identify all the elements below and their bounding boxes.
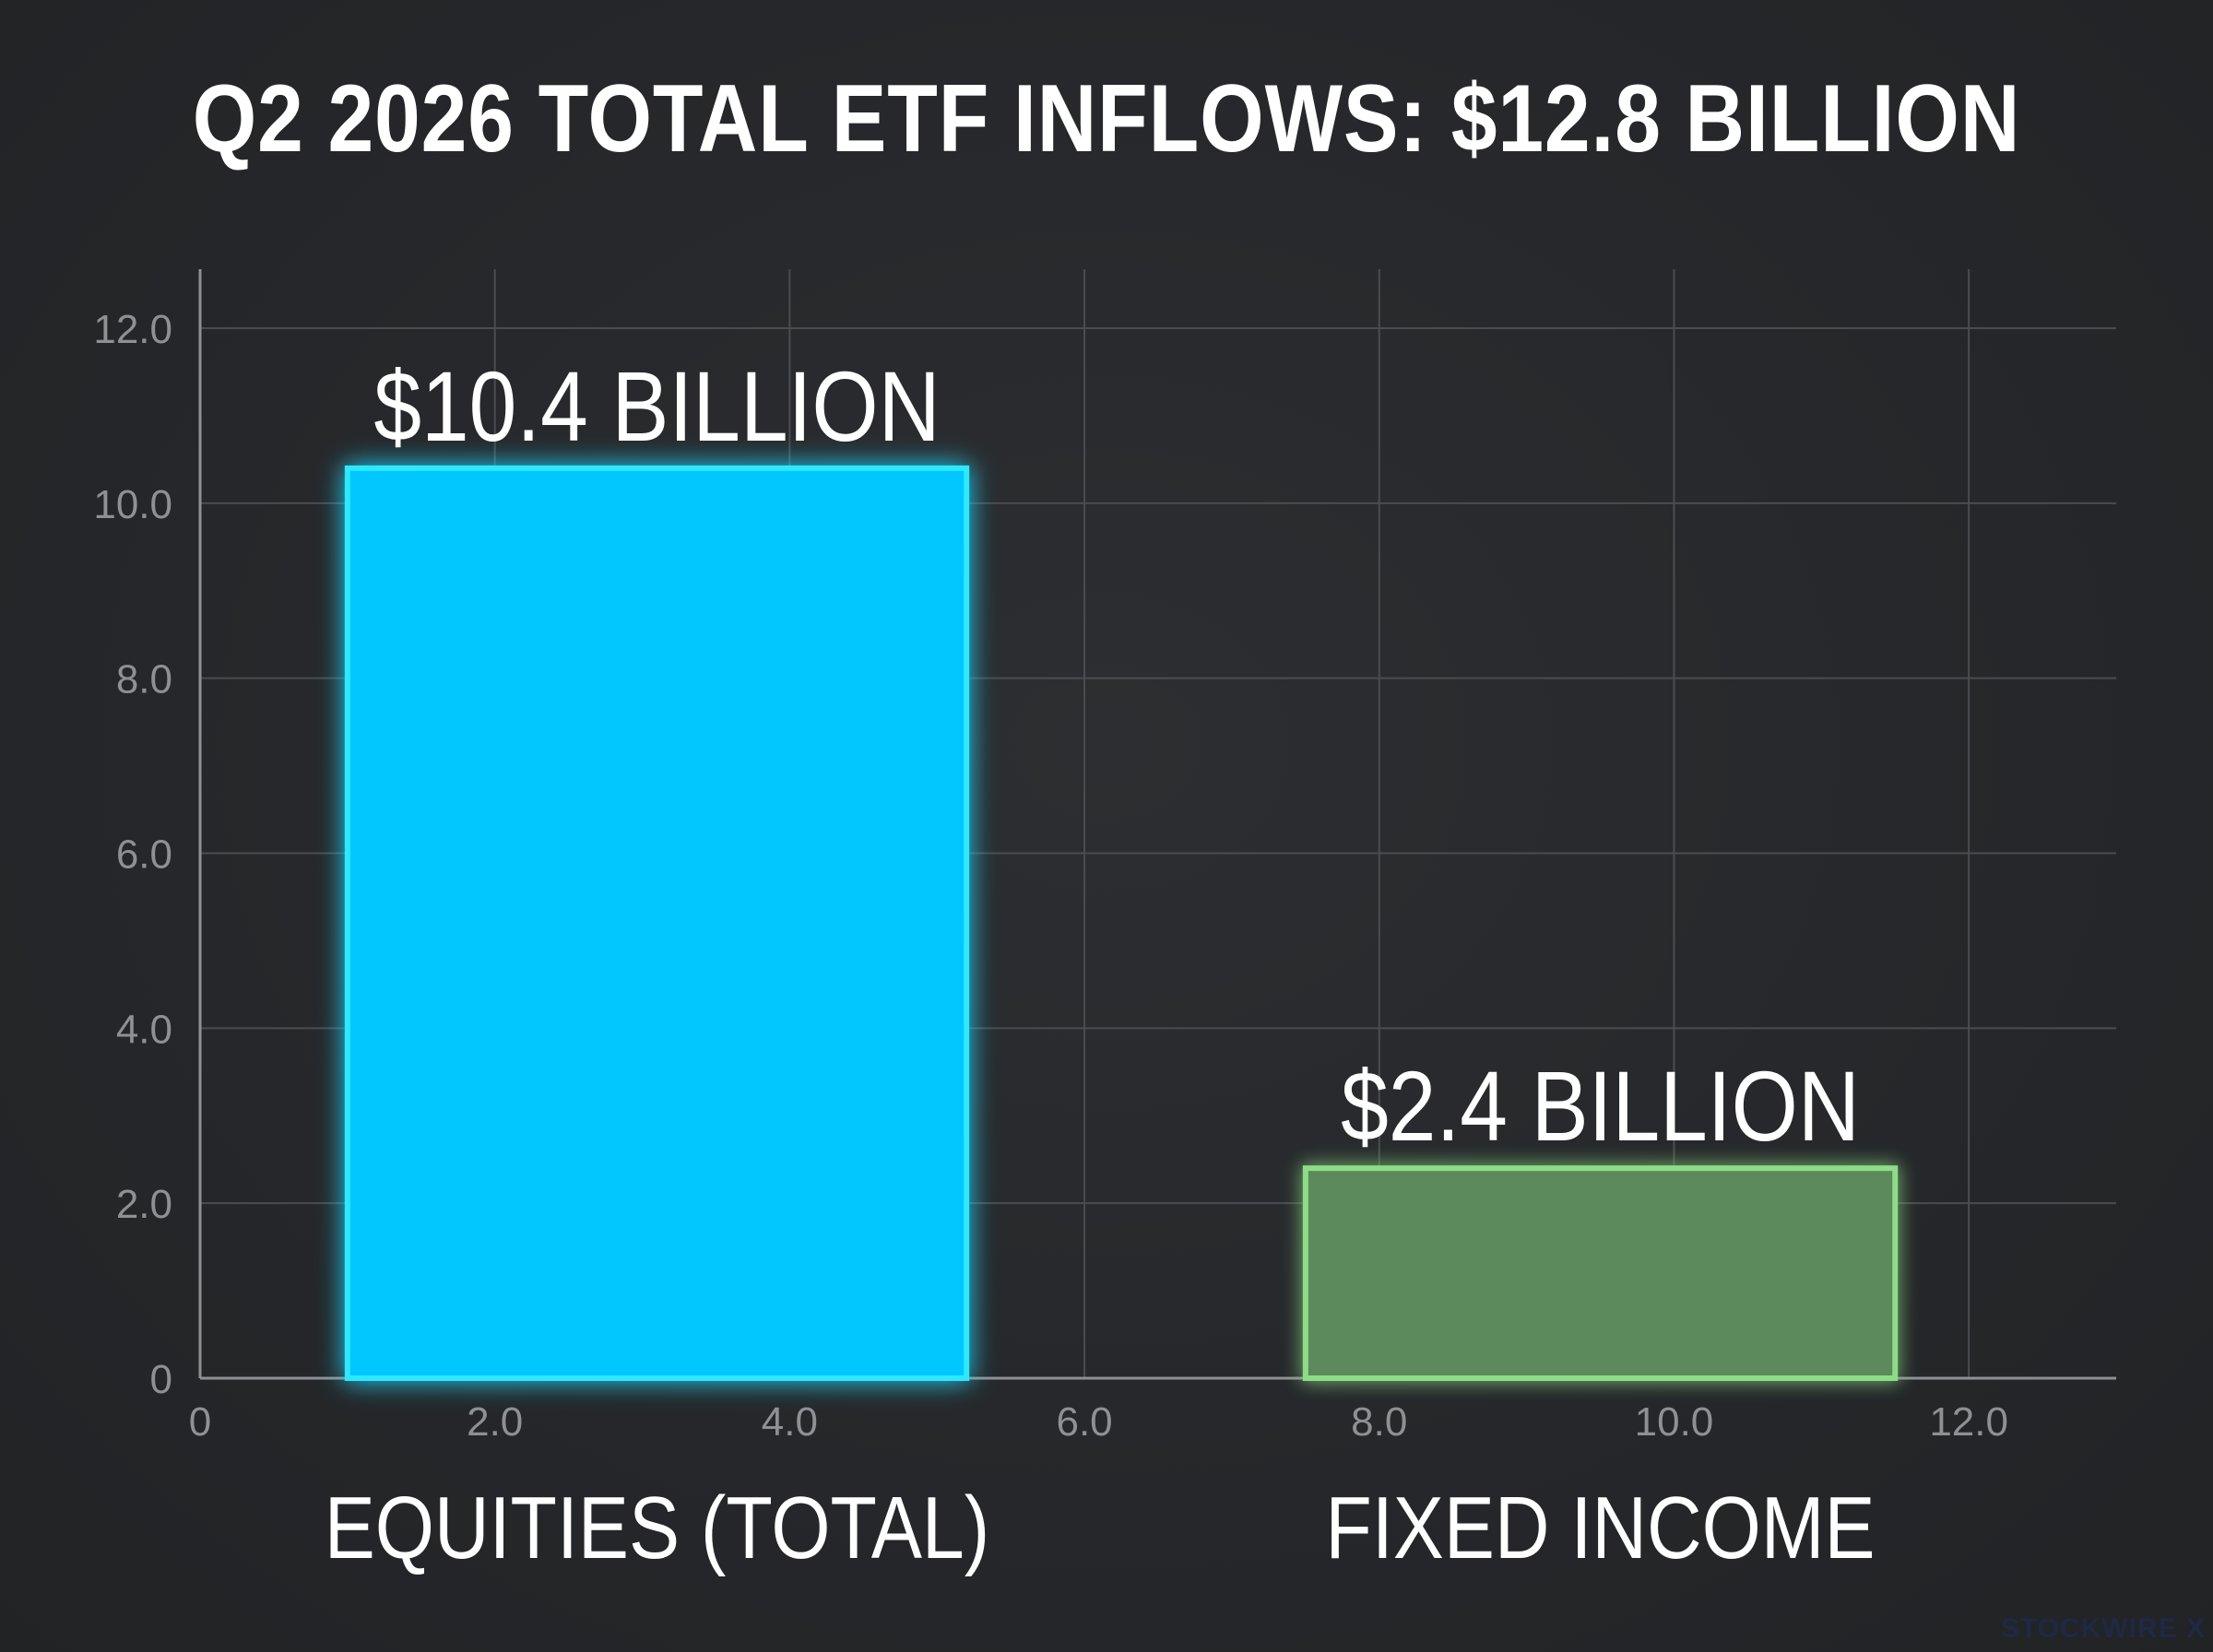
- x-tick-label: 4.0: [762, 1399, 818, 1445]
- bar-fixed-income: [1302, 1165, 1899, 1381]
- y-tick-label: 10.0: [93, 482, 172, 527]
- y-tick-label: 12.0: [93, 307, 172, 352]
- labels: $10.4 BILLION EQUITIES (TOTAL) $2.4 BILLIO…: [325, 351, 1876, 1576]
- bar-equities: [344, 465, 970, 1382]
- bars: [344, 465, 1899, 1382]
- y-tick-label: 0: [150, 1357, 172, 1402]
- data-label-fixed-income: $2.4 BILLION: [1341, 1052, 1860, 1162]
- chart-title: Q2 2026 TOTAL ETF INFLOWS: $12.8 BILLION: [192, 65, 2021, 172]
- x-tick-label: 2.0: [467, 1399, 523, 1445]
- category-label-fixed-income: FIXED INCOME: [1325, 1478, 1875, 1576]
- x-tick-label: 0: [189, 1399, 211, 1445]
- y-tick-label: 4.0: [116, 1007, 172, 1052]
- y-tick-label: 8.0: [116, 657, 172, 702]
- y-tick-label: 6.0: [116, 832, 172, 878]
- data-label-equities: $10.4 BILLION: [373, 351, 940, 462]
- x-tick-label: 8.0: [1351, 1399, 1407, 1445]
- y-tick-label: 2.0: [116, 1182, 172, 1227]
- watermark-logo: STOCKWIRE X: [2000, 1613, 2206, 1644]
- x-tick-label: 10.0: [1635, 1399, 1714, 1445]
- category-label-equities: EQUITIES (TOTAL): [325, 1478, 990, 1576]
- x-tick-label: 12.0: [1929, 1399, 2008, 1445]
- x-tick-label: 6.0: [1056, 1399, 1112, 1445]
